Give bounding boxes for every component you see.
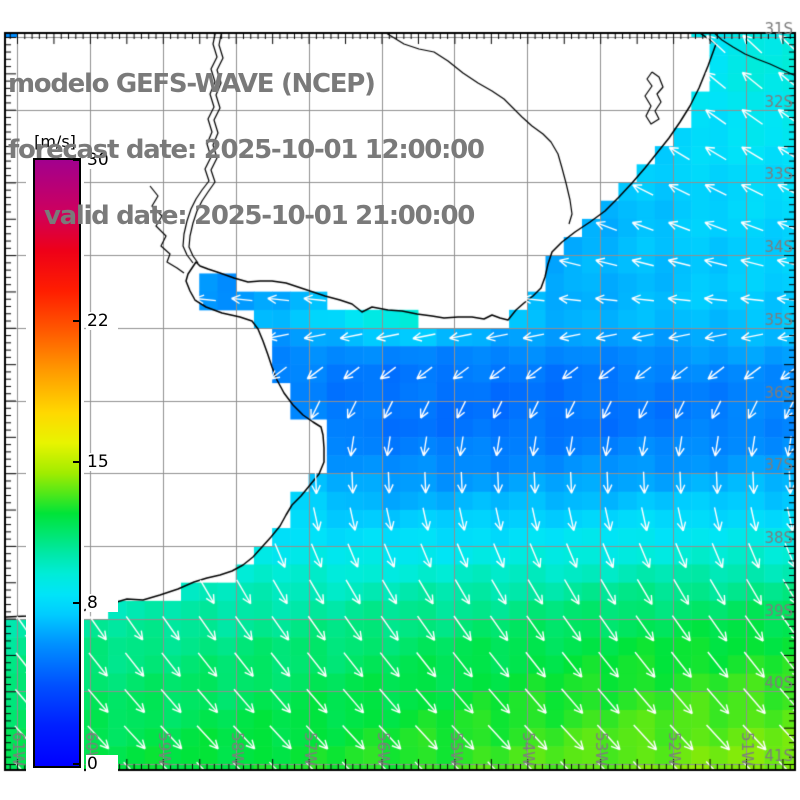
title-valid-date: valid date: 2025-10-01 21:00:00 — [44, 201, 475, 231]
colorbar-tick-mark — [73, 763, 81, 765]
colorbar-tick-mark — [73, 159, 81, 161]
title-model-name: modelo GEFS-WAVE (NCEP) — [8, 69, 376, 99]
colorbar: [m/s] 30 22 15 8 0 — [26, 126, 118, 782]
colorbar-tick-label: 22 — [86, 312, 118, 331]
colorbar-tick-label: 15 — [86, 453, 118, 471]
colorbar-gradient — [33, 158, 81, 768]
colorbar-tick-label: 30 — [86, 151, 118, 169]
colorbar-tick-mark — [73, 461, 81, 463]
colorbar-tick-label: 0 — [86, 755, 118, 773]
title-forecast-date: forecast date: 2025-10-01 12:00:00 — [8, 135, 485, 165]
colorbar-tick-mark — [73, 601, 81, 604]
colorbar-tick-label: 8 — [86, 593, 118, 612]
colorbar-units-label: [m/s] — [34, 132, 76, 151]
colorbar-tick-mark — [73, 320, 81, 323]
map-title: modelo GEFS-WAVE (NCEP) forecast date: 2… — [8, 29, 485, 271]
